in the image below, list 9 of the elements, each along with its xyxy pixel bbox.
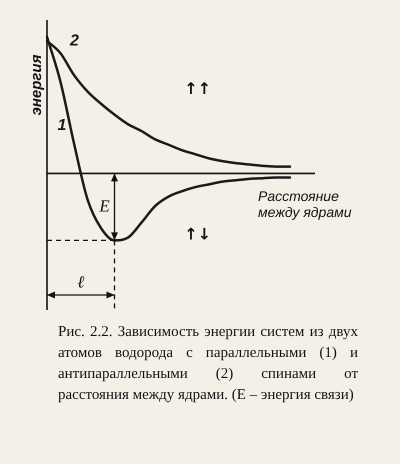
annotation: ↑↑ <box>184 79 212 98</box>
x-axis-title: Расстояние между ядрами <box>258 188 353 220</box>
text: ℓ <box>77 272 84 292</box>
text: Рис. 2.2. Зависимость энергии систем из двух атомов водорода с параллельными (1) и антипараллельными (2) спинами от расстояния между ядрами. (E – энергия связи) <box>58 323 358 405</box>
annotation: E <box>98 196 110 216</box>
annotation: ↑↓ <box>184 224 212 244</box>
series-label: 2 <box>69 32 80 50</box>
y-axis-title: энергия <box>28 54 46 116</box>
series-label: 1 <box>58 116 67 134</box>
